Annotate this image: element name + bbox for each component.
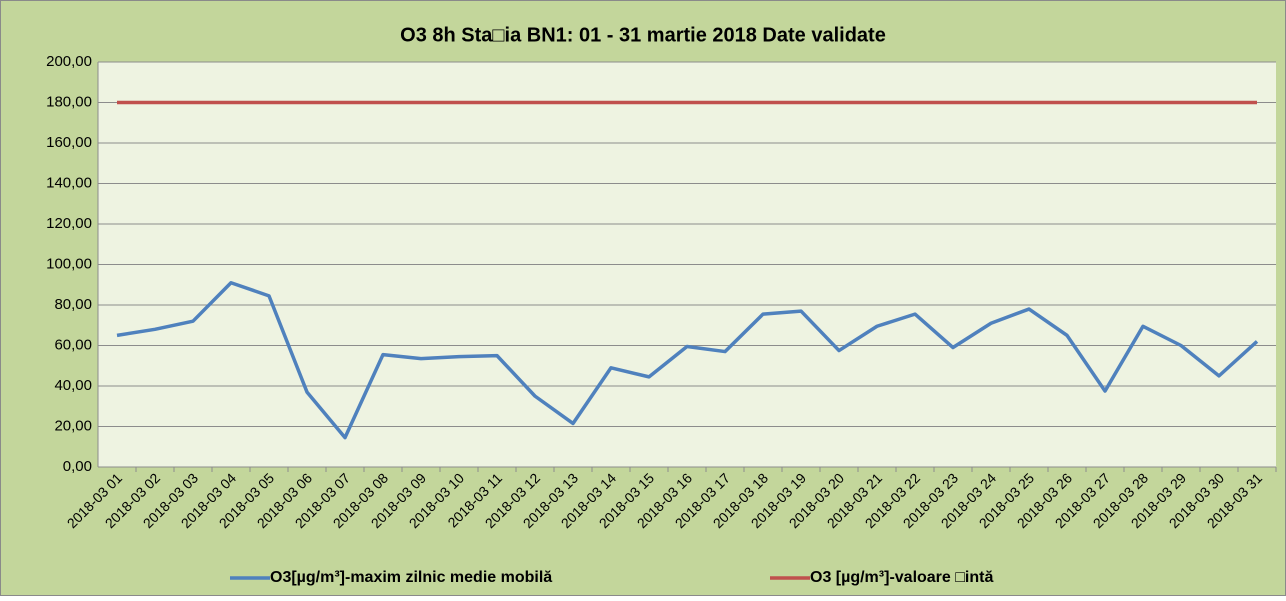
legend-label: O3[µg/m³]-maxim zilnic medie mobilă xyxy=(270,569,552,586)
legend-label: O3 [µg/m³]-valoare □intă xyxy=(810,569,993,586)
y-tick-label: 140,00 xyxy=(46,174,92,191)
y-tick-label: 120,00 xyxy=(46,215,92,232)
y-tick-label: 160,00 xyxy=(46,134,92,151)
chart-title: O3 8h Sta□ia BN1: 01 - 31 martie 2018 Da… xyxy=(400,24,886,46)
y-tick-label: 180,00 xyxy=(46,93,92,110)
y-tick-label: 0,00 xyxy=(63,458,92,475)
y-tick-label: 80,00 xyxy=(54,296,92,313)
y-tick-label: 100,00 xyxy=(46,255,92,272)
y-tick-label: 60,00 xyxy=(54,336,92,353)
series-line xyxy=(116,280,1259,440)
y-tick-label: 40,00 xyxy=(54,377,92,394)
y-tick-label: 200,00 xyxy=(46,53,92,70)
y-tick-label: 20,00 xyxy=(54,417,92,434)
